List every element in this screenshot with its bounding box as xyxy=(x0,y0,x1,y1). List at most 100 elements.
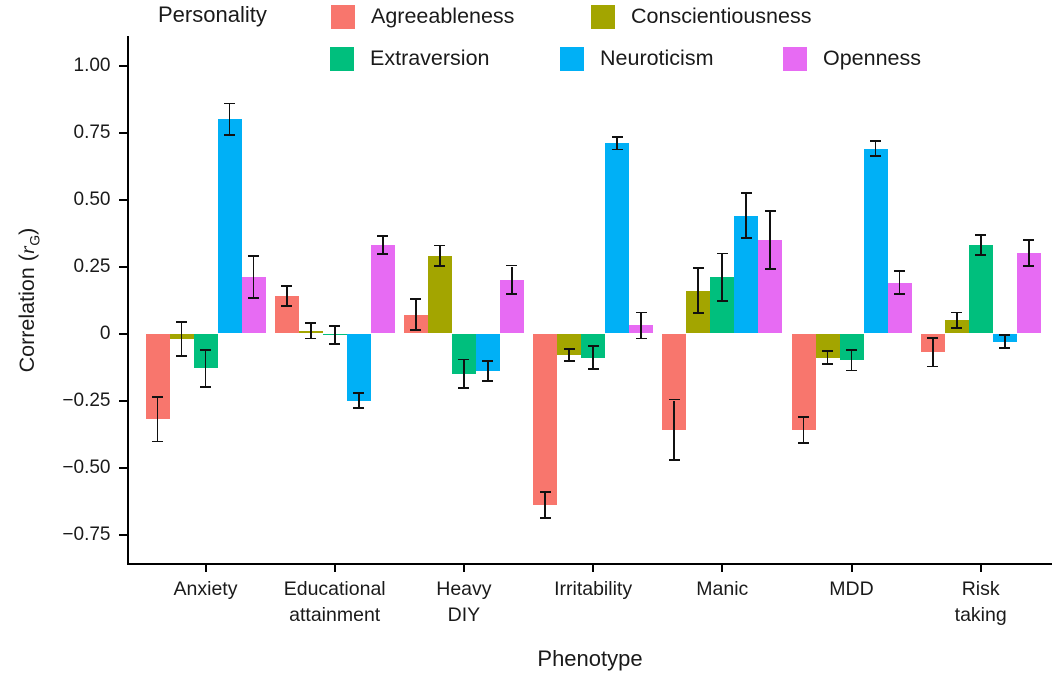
errorbar-extraversion-irritability-cap-bottom xyxy=(587,368,599,371)
errorbar-extraversion-risk-taking-line xyxy=(979,235,982,255)
x-tick-mark xyxy=(721,565,724,572)
y-tick-label: 1.00 xyxy=(73,54,111,76)
bar-conscientiousness-irritability xyxy=(557,333,582,355)
errorbar-extraversion-manic-cap-bottom xyxy=(716,300,728,302)
y-tick-label: −0.25 xyxy=(62,389,111,411)
errorbar-extraversion-irritability-line xyxy=(592,346,594,369)
errorbar-neuroticism-educational-attainment-cap-bottom xyxy=(353,407,365,409)
errorbar-agreeableness-mdd-cap-top xyxy=(798,416,809,418)
errorbar-neuroticism-heavy-diy-cap-top xyxy=(482,359,494,362)
errorbar-conscientiousness-manic-cap-top xyxy=(692,267,704,270)
errorbar-conscientiousness-mdd-line xyxy=(826,352,829,363)
errorbar-conscientiousness-irritability-cap-bottom xyxy=(563,360,575,363)
errorbar-conscientiousness-anxiety-cap-bottom xyxy=(176,354,187,357)
y-tick-label: 0 xyxy=(99,322,111,344)
errorbar-neuroticism-anxiety-line xyxy=(228,104,231,134)
legend-label-extraversion: Extraversion xyxy=(370,46,490,70)
errorbar-conscientiousness-irritability-line xyxy=(568,349,570,361)
errorbar-extraversion-mdd-cap-top xyxy=(846,349,857,351)
errorbar-agreeableness-anxiety-line xyxy=(156,397,159,441)
y-tick-mark xyxy=(118,265,127,268)
errorbar-openness-educational-attainment-cap-bottom xyxy=(377,253,389,255)
errorbar-agreeableness-irritability-cap-top xyxy=(539,491,551,493)
errorbar-openness-anxiety-line xyxy=(252,257,255,298)
errorbar-openness-irritability-cap-bottom xyxy=(635,337,647,340)
y-tick-mark xyxy=(118,533,127,536)
y-axis-line xyxy=(126,36,129,565)
legend-label-conscientiousness: Conscientiousness xyxy=(631,4,812,28)
errorbar-openness-heavy-diy-line xyxy=(511,266,513,294)
y-tick-label: −0.50 xyxy=(62,456,111,478)
errorbar-neuroticism-risk-taking-line xyxy=(1003,336,1006,347)
legend-title: Personality xyxy=(158,2,267,27)
errorbar-conscientiousness-manic-line xyxy=(697,269,700,313)
errorbar-neuroticism-anxiety-cap-top xyxy=(224,102,235,105)
errorbar-extraversion-anxiety-cap-top xyxy=(200,349,211,351)
x-tick-mark xyxy=(979,565,982,572)
errorbar-neuroticism-educational-attainment-line xyxy=(357,393,360,408)
bar-conscientiousness-heavy-diy xyxy=(427,255,452,334)
errorbar-conscientiousness-risk-taking-cap-top xyxy=(951,311,963,314)
errorbar-neuroticism-mdd-cap-top xyxy=(870,140,881,142)
x-tick-label-irritability: Irritability xyxy=(554,578,633,600)
legend-swatch-agreeableness xyxy=(331,4,355,29)
bar-conscientiousness-risk-taking xyxy=(944,320,969,334)
y-tick-mark xyxy=(118,332,127,335)
bar-neuroticism-anxiety xyxy=(217,119,242,334)
y-tick-mark xyxy=(118,466,127,469)
errorbar-agreeableness-heavy-diy-cap-bottom xyxy=(410,329,422,332)
errorbar-openness-manic-cap-bottom xyxy=(764,267,776,270)
errorbar-conscientiousness-risk-taking-cap-bottom xyxy=(951,326,963,329)
errorbar-extraversion-anxiety-line xyxy=(204,350,207,386)
errorbar-extraversion-educational-attainment-line xyxy=(333,326,336,343)
errorbar-agreeableness-anxiety-cap-bottom xyxy=(152,440,163,443)
errorbar-neuroticism-educational-attainment-cap-top xyxy=(353,392,365,394)
bar-extraversion-risk-taking xyxy=(968,245,993,334)
errorbar-extraversion-irritability-cap-top xyxy=(587,345,599,347)
errorbar-openness-heavy-diy-cap-top xyxy=(506,264,518,267)
y-tick-mark xyxy=(118,399,127,402)
legend-item-agreeableness: Agreeableness xyxy=(331,4,514,29)
y-tick-label: 0.50 xyxy=(73,188,111,210)
y-axis-title-subscript: G xyxy=(26,234,43,246)
x-tick-label-anxiety: Anxiety xyxy=(173,578,238,600)
errorbar-conscientiousness-educational-attainment-cap-top xyxy=(305,322,317,325)
errorbar-neuroticism-heavy-diy-cap-bottom xyxy=(482,380,494,383)
errorbar-conscientiousness-heavy-diy-cap-top xyxy=(434,244,446,247)
errorbar-openness-irritability-cap-top xyxy=(635,311,647,314)
errorbar-agreeableness-heavy-diy-line xyxy=(415,300,417,330)
x-axis-line xyxy=(126,563,1052,565)
errorbar-extraversion-manic-cap-top xyxy=(716,252,728,255)
errorbar-openness-mdd-cap-bottom xyxy=(894,293,905,296)
errorbar-conscientiousness-mdd-cap-bottom xyxy=(822,362,833,365)
legend-swatch-conscientiousness xyxy=(591,4,615,29)
x-tick-label-educational-attainment: Educational attainment xyxy=(283,578,386,626)
x-tick-mark xyxy=(592,565,595,572)
legend-item-conscientiousness: Conscientiousness xyxy=(591,4,811,29)
legend-label-openness: Openness xyxy=(823,46,922,70)
errorbar-conscientiousness-heavy-diy-line xyxy=(439,246,441,266)
errorbar-agreeableness-irritability-cap-bottom xyxy=(539,517,551,519)
errorbar-extraversion-risk-taking-cap-bottom xyxy=(975,254,987,257)
bar-neuroticism-educational-attainment xyxy=(346,333,371,401)
y-tick-mark xyxy=(118,64,127,67)
legend-item-extraversion: Extraversion xyxy=(330,46,490,71)
bar-openness-educational-attainment xyxy=(370,245,395,334)
legend-swatch-extraversion xyxy=(330,46,354,71)
y-tick-label: −0.75 xyxy=(62,523,111,545)
errorbar-neuroticism-irritability-cap-bottom xyxy=(611,148,623,151)
errorbar-conscientiousness-educational-attainment-line xyxy=(309,324,312,338)
errorbar-openness-manic-line xyxy=(769,211,772,268)
errorbar-agreeableness-manic-cap-top xyxy=(668,398,680,401)
errorbar-openness-anxiety-cap-bottom xyxy=(248,297,259,300)
errorbar-extraversion-anxiety-cap-bottom xyxy=(200,385,211,388)
x-tick-label-risk-taking: Risk taking xyxy=(954,578,1007,626)
errorbar-conscientiousness-educational-attainment-cap-bottom xyxy=(305,337,317,340)
legend-item-neuroticism: Neuroticism xyxy=(560,46,714,71)
x-tick-mark xyxy=(333,565,336,572)
x-tick-label-heavy-diy: Heavy DIY xyxy=(436,578,492,626)
y-tick-label: 0.75 xyxy=(73,121,111,143)
errorbar-neuroticism-mdd-line xyxy=(874,141,877,156)
legend-label-agreeableness: Agreeableness xyxy=(371,4,515,28)
errorbar-agreeableness-educational-attainment-line xyxy=(285,286,288,306)
